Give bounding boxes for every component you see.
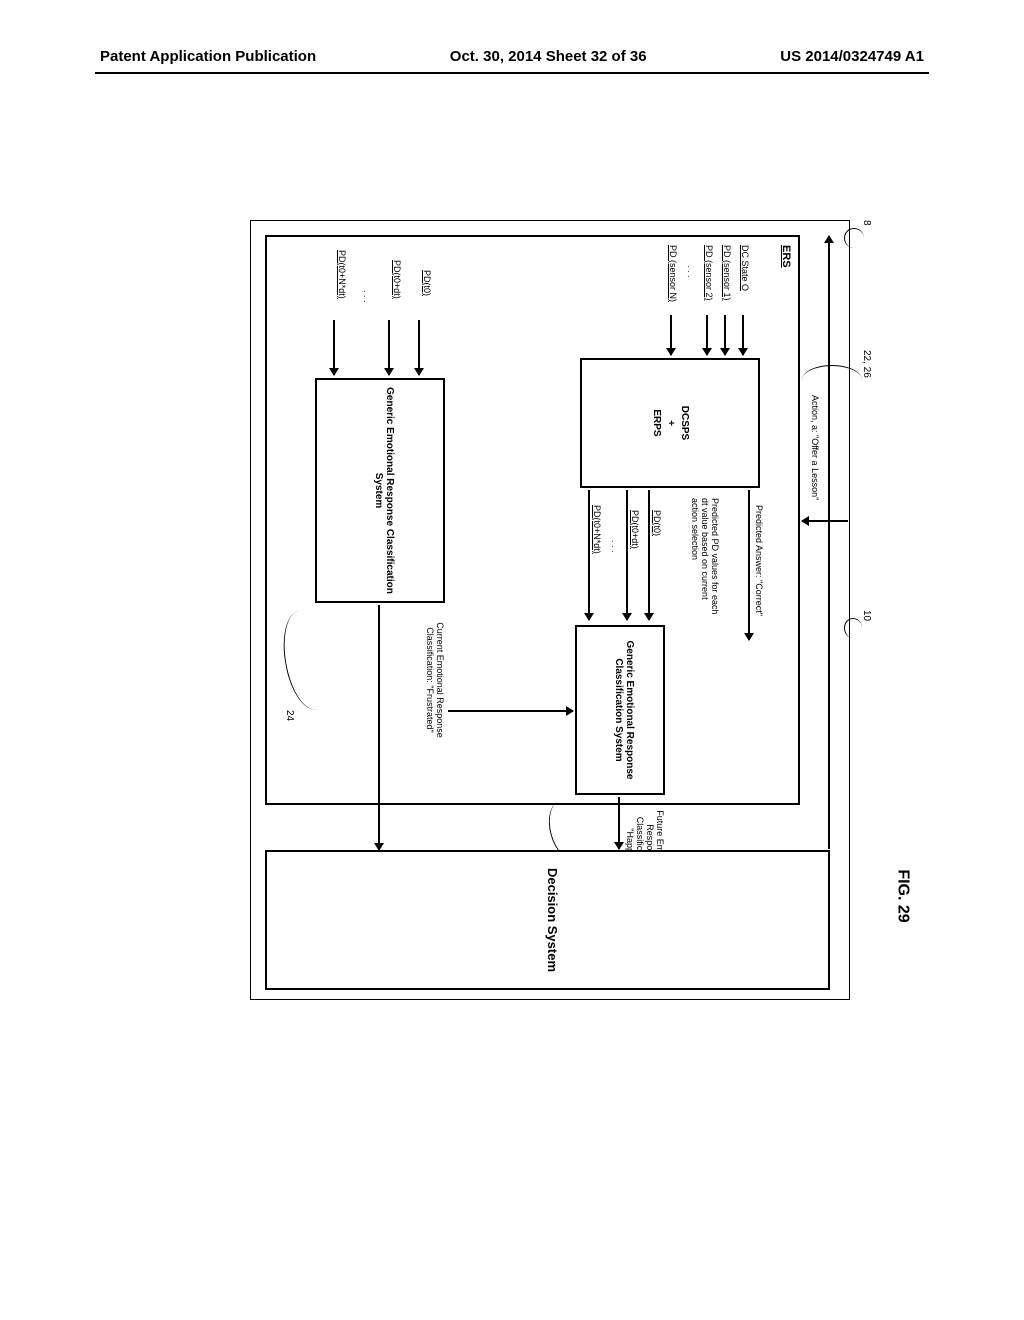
gers1-label: Generic Emotional Response Classificatio…: [613, 625, 635, 795]
arrow-in1: [742, 315, 744, 355]
predicted-answer: Predicted Answer: "Correct": [754, 505, 764, 616]
ref-22-26: 22, 26: [861, 350, 872, 378]
action-label: Action, a: "Offer a Lesson": [810, 395, 820, 500]
dcsps-l1: DCSPS: [679, 358, 690, 488]
gers2-label: Generic Emotional Response Classificatio…: [373, 378, 395, 603]
pdout-t0: PD(t0): [652, 510, 662, 536]
pd-pred-label: Predicted PD values for each dt value ba…: [690, 498, 720, 618]
input-dcstate: DC State O: [740, 245, 750, 291]
page-header: Patent Application Publication Oct. 30, …: [0, 48, 1024, 65]
arrow-in3: [706, 315, 708, 355]
arrow-in4: [670, 315, 672, 355]
pdout-t0dt: PD(t0+dt): [630, 510, 640, 549]
leader-8: [844, 228, 864, 248]
pdin2-dots: . . .: [362, 290, 372, 303]
arrow-pdin2-3: [333, 320, 335, 375]
pdout-t0ndt: PD(t0+N*dt): [592, 505, 602, 554]
header-center: Oct. 30, 2014 Sheet 32 of 36: [450, 48, 647, 65]
pdout-dots: . . .: [610, 540, 620, 553]
input-dots: . . .: [686, 265, 696, 278]
pdin2-t0: PD(t0): [422, 270, 432, 296]
ref-24b: 24: [284, 710, 295, 721]
arrow-current-out: [378, 605, 380, 850]
arrow-action-in: [802, 520, 848, 522]
header-rule: [95, 72, 929, 74]
arrow-pdin2-1: [418, 320, 420, 375]
decision-label: Decision System: [545, 850, 560, 990]
current-label: Current Emotional Response Classificatio…: [425, 620, 445, 740]
input-pd1: PD (sensor 1): [722, 245, 732, 301]
arrow-feedback-up: [448, 710, 573, 712]
ref-10: 10: [861, 610, 872, 621]
arrow-predicted-answer: [748, 490, 750, 640]
arrow-in2: [724, 315, 726, 355]
ers-title: ERS: [780, 245, 792, 268]
arrow-future-out: [618, 797, 620, 849]
arrow-action-back: [828, 236, 830, 849]
input-pdn: PD (sensor N): [668, 245, 678, 302]
leader-22-26: [802, 365, 862, 395]
arrow-pdout3: [588, 490, 590, 620]
dcsps-l2: ERPS: [651, 358, 662, 488]
system-diagram: 8 ERS 22, 26 10 Action, a: "Offer a Less…: [70, 310, 850, 910]
pdin2-t0dt: PD(t0+dt): [392, 260, 402, 299]
ref-8: 8: [861, 220, 872, 226]
header-left: Patent Application Publication: [100, 48, 316, 65]
pdin2-t0ndt: PD(t0+N*dt): [337, 250, 347, 299]
dcsps-plus: +: [665, 358, 676, 488]
figure-label: FIG. 29: [893, 869, 911, 922]
leader-10: [844, 618, 862, 638]
header-right: US 2014/0324749 A1: [780, 48, 924, 65]
arrow-pdin2-2: [388, 320, 390, 375]
arrow-pdout2: [626, 490, 628, 620]
input-pd2: PD (sensor 2): [704, 245, 714, 301]
arrow-pdout1: [648, 490, 650, 620]
